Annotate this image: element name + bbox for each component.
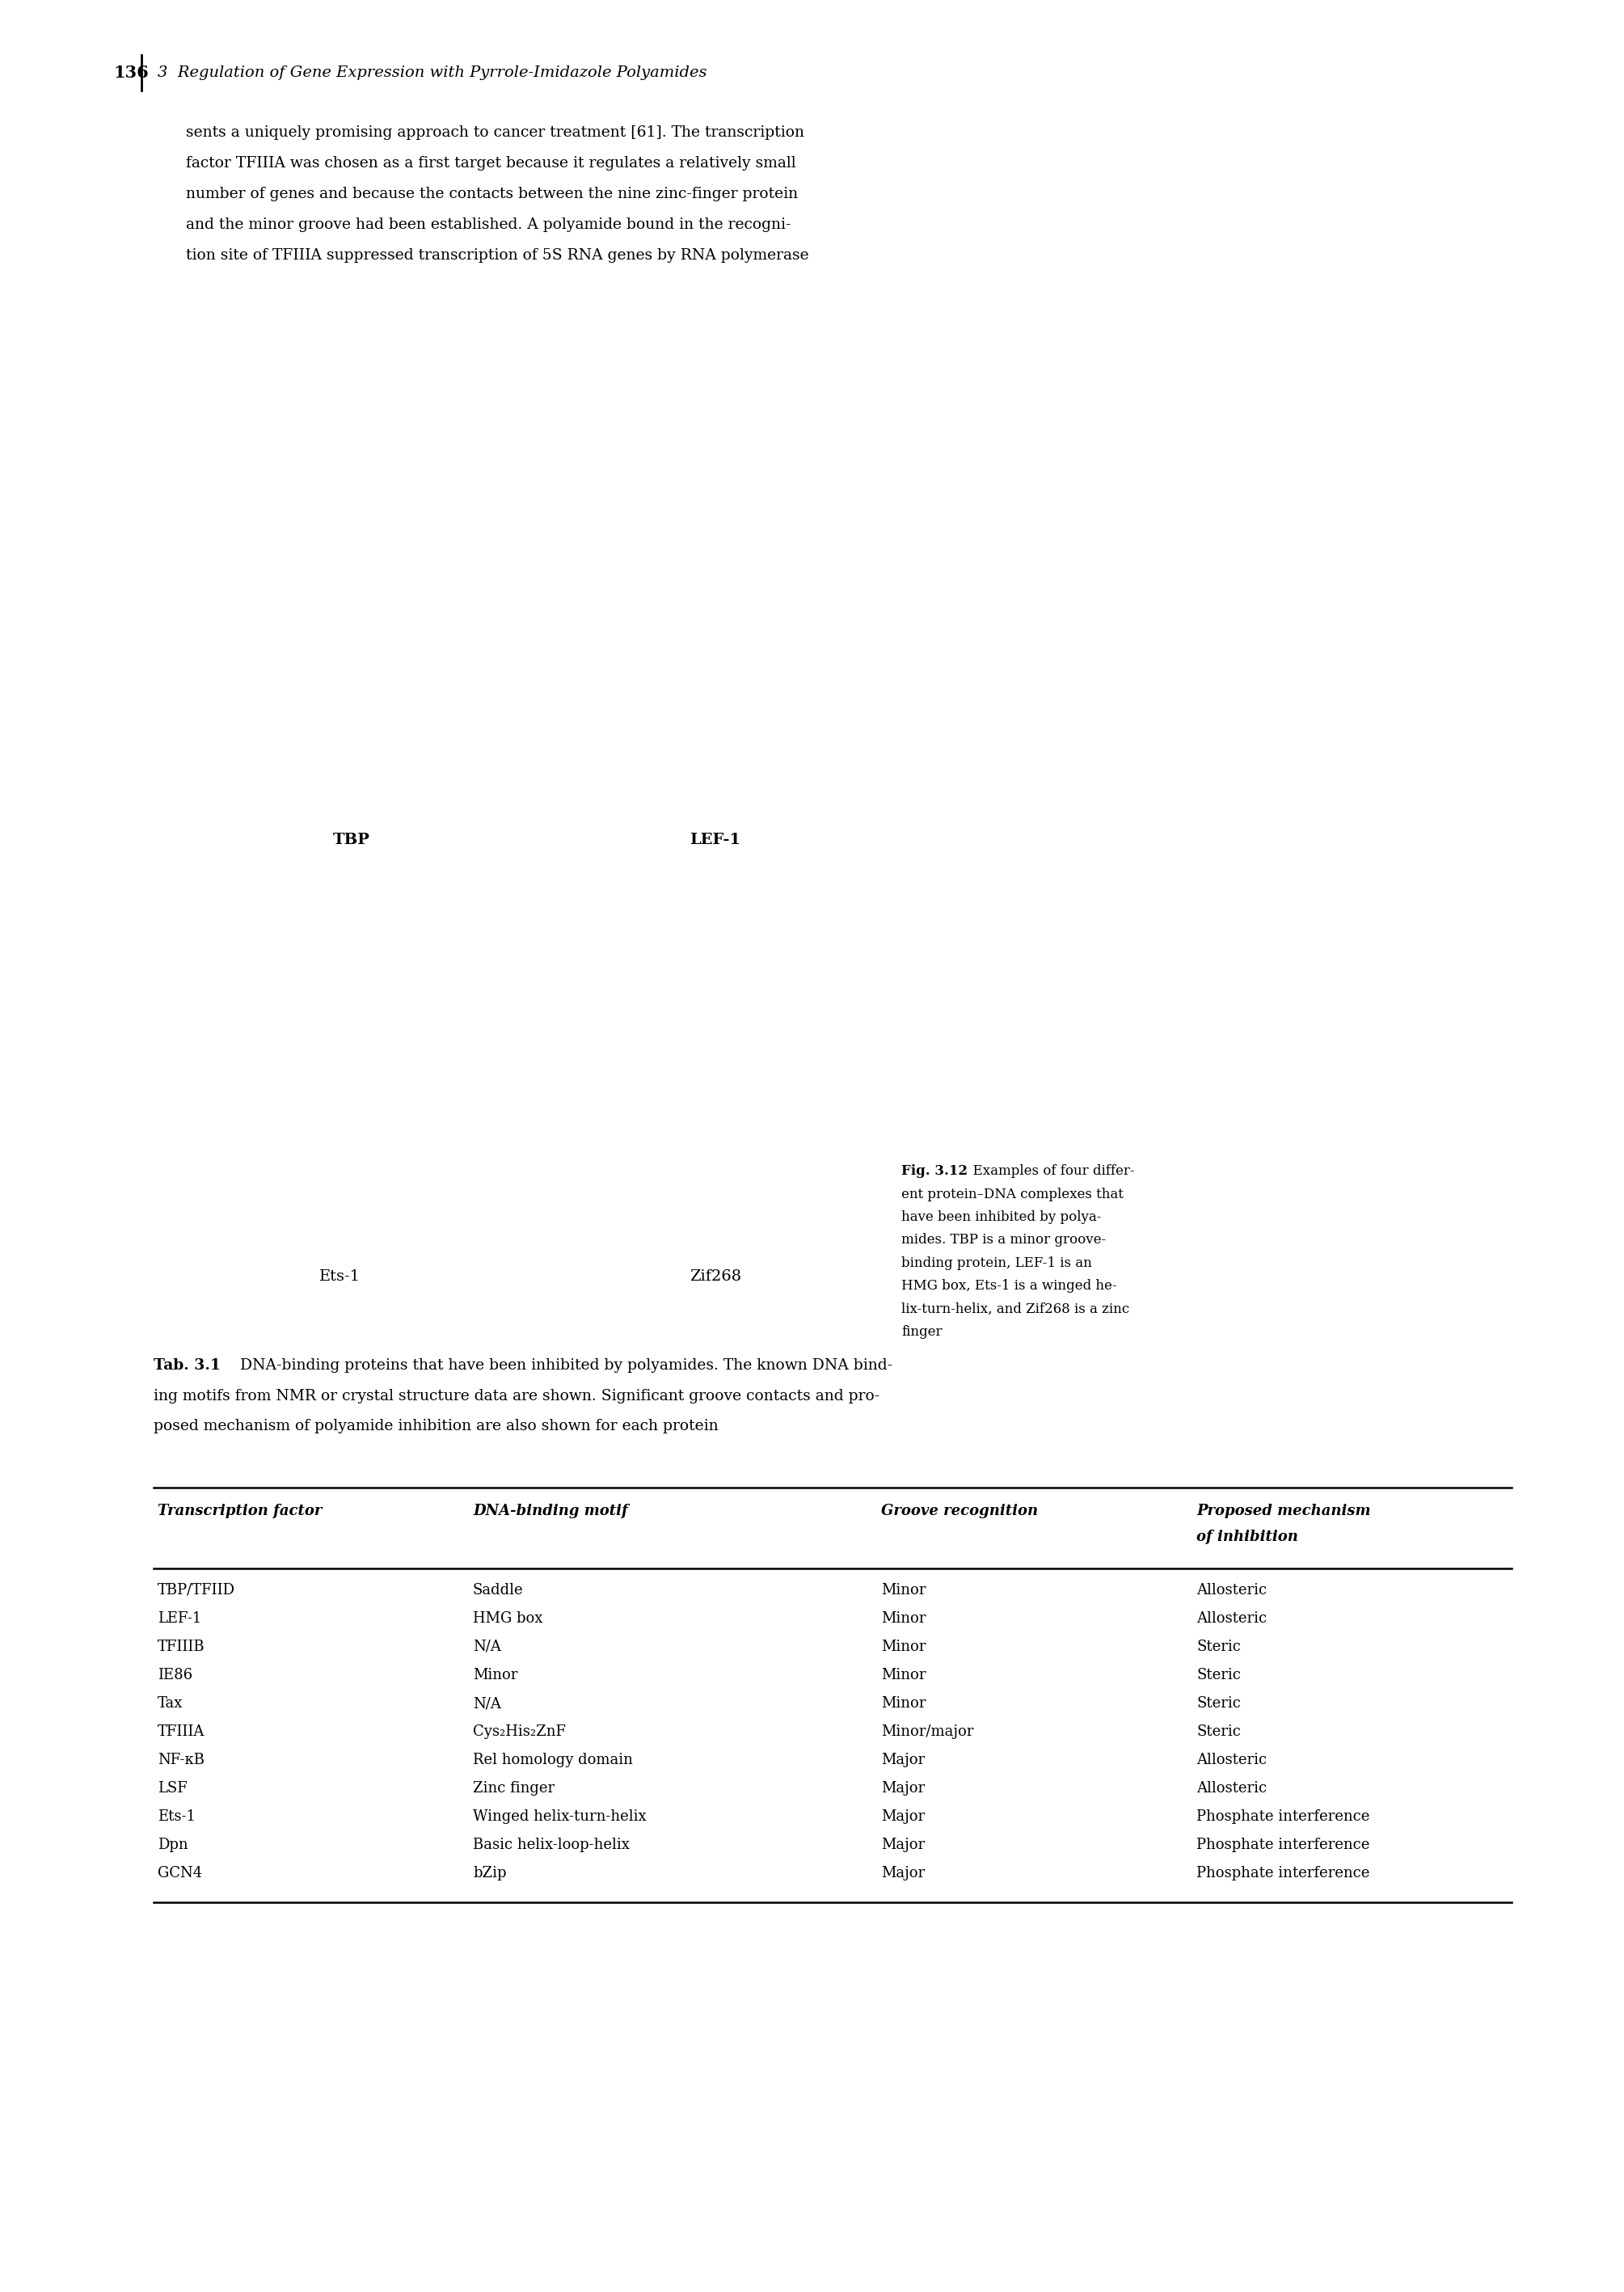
Text: ing motifs from NMR or crystal structure data are shown. Significant groove cont: ing motifs from NMR or crystal structure… [154, 1389, 880, 1403]
Text: sents a uniquely promising approach to cancer treatment [61]. The transcription: sents a uniquely promising approach to c… [185, 126, 804, 140]
Text: TFIIIA: TFIIIA [158, 1724, 205, 1740]
Text: of inhibition: of inhibition [1197, 1529, 1298, 1545]
Text: Allosteric: Allosteric [1197, 1781, 1267, 1795]
Text: Minor: Minor [882, 1584, 926, 1598]
Text: DNA-binding motif: DNA-binding motif [473, 1504, 628, 1517]
Text: Zif268: Zif268 [690, 1270, 741, 1284]
Text: Ets-1: Ets-1 [318, 1270, 361, 1284]
Text: Major: Major [882, 1781, 924, 1795]
Text: lix-turn-helix, and Zif268 is a zinc: lix-turn-helix, and Zif268 is a zinc [901, 1302, 1129, 1316]
Text: Allosteric: Allosteric [1197, 1753, 1267, 1767]
Text: LEF-1: LEF-1 [690, 832, 741, 848]
Text: Phosphate interference: Phosphate interference [1197, 1838, 1369, 1852]
Text: Steric: Steric [1197, 1696, 1241, 1710]
Text: have been inhibited by polya-: have been inhibited by polya- [901, 1210, 1101, 1224]
Text: and the minor groove had been established. A polyamide bound in the recogni-: and the minor groove had been establishe… [185, 218, 791, 231]
Text: HMG box, Ets-1 is a winged he-: HMG box, Ets-1 is a winged he- [901, 1279, 1117, 1293]
Text: mides. TBP is a minor groove-: mides. TBP is a minor groove- [901, 1233, 1106, 1247]
Text: TFIIIB: TFIIIB [158, 1639, 205, 1655]
Text: Transcription factor: Transcription factor [158, 1504, 322, 1517]
Text: Groove recognition: Groove recognition [882, 1504, 1038, 1517]
Text: 3  Regulation of Gene Expression with Pyrrole-Imidazole Polyamides: 3 Regulation of Gene Expression with Pyr… [158, 66, 706, 80]
Text: Allosteric: Allosteric [1197, 1584, 1267, 1598]
Text: Steric: Steric [1197, 1669, 1241, 1682]
Text: DNA-binding proteins that have been inhibited by polyamides. The known DNA bind-: DNA-binding proteins that have been inhi… [231, 1359, 893, 1373]
Text: Major: Major [882, 1808, 924, 1824]
Text: tion site of TFIIIA suppressed transcription of 5S RNA genes by RNA polymerase: tion site of TFIIIA suppressed transcrip… [185, 248, 809, 264]
Text: Tab. 3.1: Tab. 3.1 [154, 1359, 221, 1373]
Text: bZip: bZip [473, 1866, 507, 1879]
Text: Minor: Minor [882, 1639, 926, 1655]
Text: Phosphate interference: Phosphate interference [1197, 1808, 1369, 1824]
Text: GCN4: GCN4 [158, 1866, 203, 1879]
Text: Ets-1: Ets-1 [158, 1808, 195, 1824]
Text: IE86: IE86 [158, 1669, 193, 1682]
Text: posed mechanism of polyamide inhibition are also shown for each protein: posed mechanism of polyamide inhibition … [154, 1419, 718, 1432]
Text: finger: finger [901, 1325, 942, 1339]
Text: HMG box: HMG box [473, 1611, 542, 1625]
Text: LSF: LSF [158, 1781, 187, 1795]
Text: Minor: Minor [882, 1669, 926, 1682]
Text: Minor: Minor [473, 1669, 518, 1682]
Text: Major: Major [882, 1753, 924, 1767]
Text: Cys₂His₂ZnF: Cys₂His₂ZnF [473, 1724, 565, 1740]
Text: Basic helix-loop-helix: Basic helix-loop-helix [473, 1838, 630, 1852]
Text: Minor/major: Minor/major [882, 1724, 973, 1740]
Text: ent protein–DNA complexes that: ent protein–DNA complexes that [901, 1187, 1124, 1201]
Text: Minor: Minor [882, 1611, 926, 1625]
Text: binding protein, LEF-1 is an: binding protein, LEF-1 is an [901, 1256, 1091, 1270]
Text: Major: Major [882, 1866, 924, 1879]
Text: Winged helix-turn-helix: Winged helix-turn-helix [473, 1808, 646, 1824]
Text: Allosteric: Allosteric [1197, 1611, 1267, 1625]
Text: 136: 136 [114, 64, 148, 80]
Text: LEF-1: LEF-1 [158, 1611, 201, 1625]
Text: Rel homology domain: Rel homology domain [473, 1753, 633, 1767]
Text: Major: Major [882, 1838, 924, 1852]
Text: NF-κB: NF-κB [158, 1753, 205, 1767]
Text: N/A: N/A [473, 1696, 502, 1710]
Text: number of genes and because the contacts between the nine zinc-finger protein: number of genes and because the contacts… [185, 186, 797, 202]
Text: Steric: Steric [1197, 1724, 1241, 1740]
Text: Dpn: Dpn [158, 1838, 188, 1852]
Text: Fig. 3.12: Fig. 3.12 [901, 1164, 968, 1178]
Text: TBP/TFIID: TBP/TFIID [158, 1584, 235, 1598]
Text: Proposed mechanism: Proposed mechanism [1197, 1504, 1371, 1517]
Text: Phosphate interference: Phosphate interference [1197, 1866, 1369, 1879]
Text: Saddle: Saddle [473, 1584, 523, 1598]
Text: Zinc finger: Zinc finger [473, 1781, 555, 1795]
Text: Steric: Steric [1197, 1639, 1241, 1655]
Text: N/A: N/A [473, 1639, 502, 1655]
Text: Tax: Tax [158, 1696, 184, 1710]
Text: factor TFIIIA was chosen as a first target because it regulates a relatively sma: factor TFIIIA was chosen as a first targ… [185, 156, 796, 170]
Text: Examples of four differ-: Examples of four differ- [965, 1164, 1135, 1178]
Text: Minor: Minor [882, 1696, 926, 1710]
Text: TBP: TBP [333, 832, 370, 848]
